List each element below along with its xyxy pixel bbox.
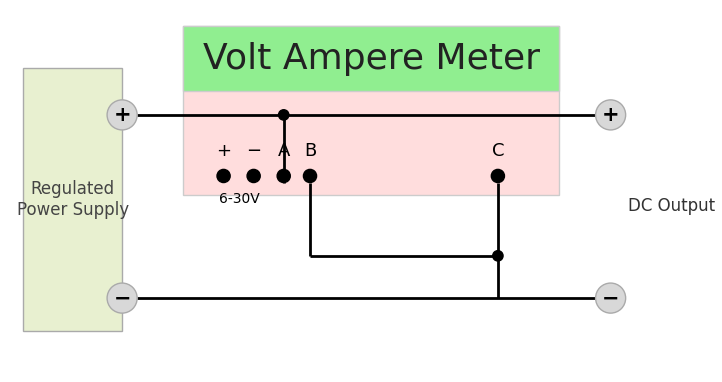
Circle shape xyxy=(492,251,503,261)
Bar xyxy=(183,26,559,91)
Text: Volt Ampere Meter: Volt Ampere Meter xyxy=(203,42,539,76)
Text: +: + xyxy=(216,142,231,160)
Text: DC Output: DC Output xyxy=(627,197,715,215)
Text: Regulated
Power Supply: Regulated Power Supply xyxy=(17,180,129,219)
Circle shape xyxy=(596,283,626,313)
Text: −: − xyxy=(246,142,261,160)
Text: C: C xyxy=(492,142,504,160)
Text: 6-30V: 6-30V xyxy=(219,192,260,206)
Circle shape xyxy=(277,169,290,183)
Circle shape xyxy=(279,110,289,120)
Bar xyxy=(183,26,559,195)
Bar xyxy=(24,68,122,331)
Circle shape xyxy=(491,169,505,183)
Circle shape xyxy=(107,100,137,130)
Circle shape xyxy=(596,100,626,130)
Circle shape xyxy=(217,169,230,183)
Text: A: A xyxy=(277,142,290,160)
Circle shape xyxy=(107,283,137,313)
Text: B: B xyxy=(304,142,316,160)
Text: −: − xyxy=(602,288,619,308)
Text: −: − xyxy=(113,288,131,308)
Text: +: + xyxy=(113,105,131,125)
Circle shape xyxy=(303,169,316,183)
Circle shape xyxy=(247,169,260,183)
Text: +: + xyxy=(602,105,619,125)
